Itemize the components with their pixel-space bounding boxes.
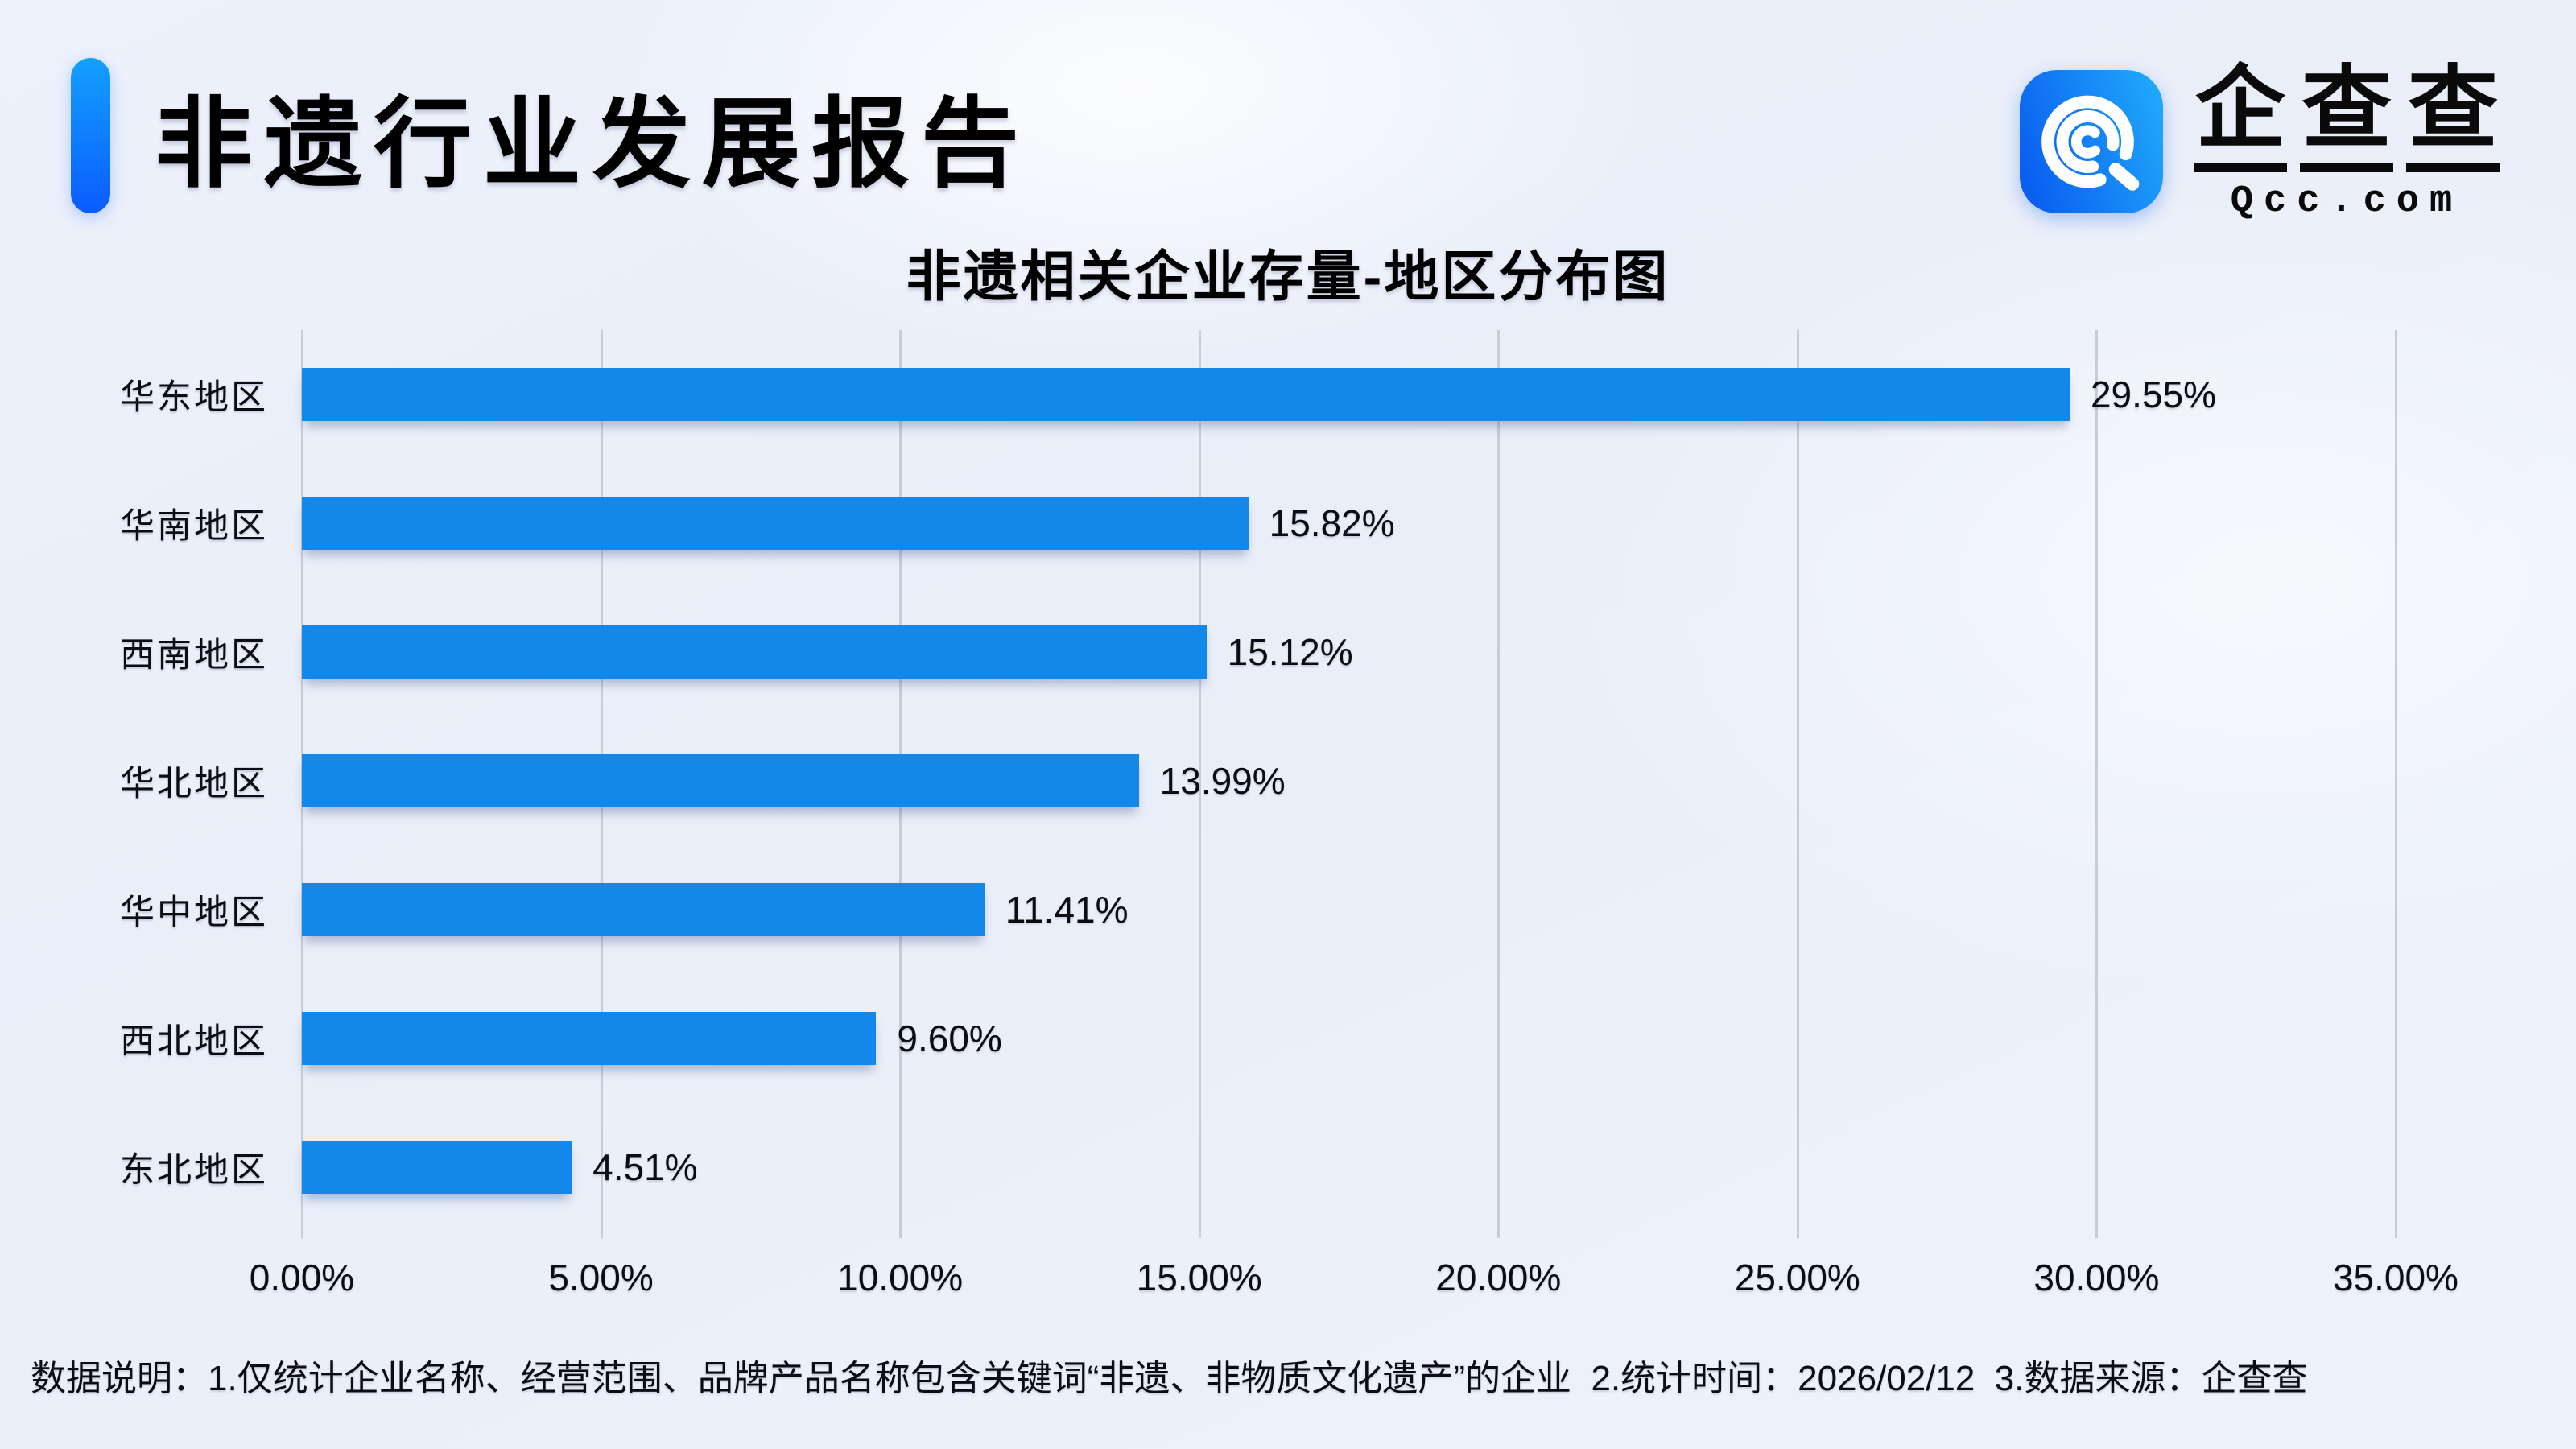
x-tick-label: 20.00% (1435, 1257, 1562, 1298)
category-label: 华东地区 (120, 378, 268, 417)
bar-value-label: 9.60% (897, 1018, 1002, 1059)
logo-brand-char: 企 (2194, 60, 2287, 172)
chart-row: 9.60% (302, 974, 2479, 1103)
bar (302, 1141, 572, 1194)
logo-brand-char: 查 (2406, 60, 2500, 172)
x-tick-label: 15.00% (1136, 1257, 1262, 1298)
bar-value-label: 15.12% (1227, 631, 1353, 673)
category-label: 西南地区 (120, 636, 268, 675)
bar (302, 497, 1249, 550)
logo-brand-char: 查 (2300, 60, 2393, 172)
chart-title: 非遗相关企业存量-地区分布图 (906, 246, 1670, 308)
x-tick-label: 30.00% (2033, 1257, 2160, 1298)
chart-row: 11.41% (302, 845, 2479, 974)
chart-row: 15.82% (302, 459, 2479, 588)
bar-value-label: 4.51% (592, 1146, 698, 1188)
chart-row: 15.12% (302, 588, 2479, 716)
bar (302, 1012, 877, 1065)
category-label: 华南地区 (120, 507, 268, 546)
y-axis-labels: 华东地区华南地区西南地区华北地区华中地区西北地区东北地区 (105, 330, 278, 1233)
bar (302, 883, 985, 936)
category-label: 东北地区 (120, 1151, 268, 1190)
chart-row: 29.55% (302, 330, 2479, 459)
report-title: 非遗行业发展报告 (155, 89, 1030, 199)
chart-row: 4.51% (302, 1103, 2479, 1232)
gridline (1198, 330, 1201, 1238)
gridline (2095, 330, 2099, 1238)
logo-domain-text: Qcc.com (2230, 180, 2463, 223)
x-tick-label: 25.00% (1734, 1257, 1860, 1298)
x-tick-label: 35.00% (2332, 1257, 2458, 1298)
qcc-magnifier-icon (2020, 70, 2163, 214)
chart-row: 13.99% (302, 716, 2479, 845)
x-tick-label: 5.00% (548, 1257, 654, 1298)
qcc-logo: 企查查 Qcc.com (2020, 60, 2500, 223)
title-accent-bar (71, 58, 110, 213)
category-label: 华北地区 (120, 765, 268, 803)
x-tick-label: 10.00% (837, 1257, 964, 1298)
logo-brand-text: 企查查 (2194, 60, 2500, 172)
gridline (2394, 330, 2397, 1238)
bar (302, 754, 1139, 807)
gridline (1497, 330, 1501, 1238)
category-label: 西北地区 (120, 1022, 268, 1061)
bar-value-label: 13.99% (1159, 760, 1286, 802)
bar (302, 625, 1207, 679)
bar-value-label: 11.41% (1005, 889, 1129, 931)
bar (302, 368, 2070, 421)
bar-chart: 华东地区华南地区西南地区华北地区华中地区西北地区东北地区 0.00% 5.00% 1… (105, 330, 2479, 1298)
x-tick-label: 0.00% (249, 1257, 355, 1298)
logo-text: 企查查 Qcc.com (2194, 60, 2500, 223)
footnote: 数据说明：1.仅统计企业名称、经营范围、品牌产品名称包含关键词“非遗、非物质文化… (31, 1359, 2308, 1398)
bar-value-label: 15.82% (1269, 502, 1395, 544)
gridline (1796, 330, 1799, 1238)
chart-plot: 0.00% 5.00% 10.00% 15.00% 20.00% 25.00% 30.00%… (250, 330, 2479, 1298)
category-label: 华中地区 (120, 894, 268, 932)
bar-value-label: 29.55% (2090, 374, 2216, 415)
